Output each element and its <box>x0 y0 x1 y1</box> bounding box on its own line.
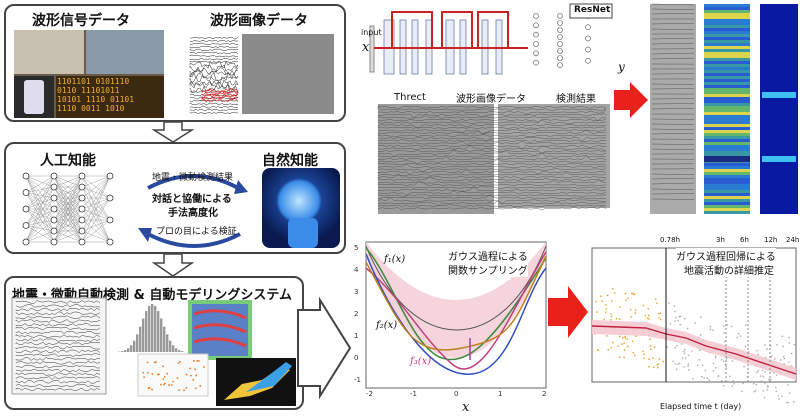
big-red-arrow-icon <box>548 286 588 338</box>
down-arrow-icon <box>151 121 195 143</box>
waveform-images <box>377 104 610 214</box>
svg-text:-1: -1 <box>410 390 417 398</box>
neural-network-diagram <box>22 172 114 246</box>
brain-head-image <box>262 168 340 248</box>
tick-label: 6h <box>740 236 749 244</box>
collaboration-text: 対話と協働による <box>152 194 232 205</box>
top-ticks: 0.78h 3h 6h 12h 24h <box>660 236 800 246</box>
svg-text:0: 0 <box>354 354 358 362</box>
spectrogram-panels <box>650 3 798 214</box>
resnet-diagram <box>369 3 613 75</box>
y-output-label: y <box>618 60 625 74</box>
down-arrow-icon <box>151 253 195 277</box>
svg-text:3: 3 <box>354 288 358 296</box>
data-panel: 波形信号データ 波形画像データ 1101101 0101110 0110 1110… <box>4 4 346 122</box>
gp-title-1: ガウス過程による <box>448 248 528 263</box>
svg-text:0: 0 <box>454 390 458 398</box>
x-axis-label: x <box>462 400 470 415</box>
tick-label: 24h <box>786 236 800 244</box>
image-label-b: 波形画像データ <box>456 94 526 105</box>
regression-title-1: ガウス過程回帰による <box>676 248 776 263</box>
tick-label: 12h <box>764 236 778 244</box>
right-arrow-icon <box>297 296 352 400</box>
x-input-label: x <box>362 40 370 55</box>
seismogram-image <box>182 32 336 118</box>
svg-text:-2: -2 <box>366 390 373 398</box>
expert-verification-text: プロの目による検証 <box>156 227 237 237</box>
f1-label: f₁(x) <box>384 254 406 265</box>
waveform-image-title: 波形画像データ <box>210 13 308 29</box>
binary-code-image: 1101101 0101110 0110 11101011 10101 1110 0… <box>56 76 164 118</box>
detection-figures <box>11 297 296 406</box>
svg-text:4: 4 <box>354 266 359 274</box>
tick-label: 0.78h <box>660 236 681 244</box>
svg-text:-1: -1 <box>354 376 361 384</box>
ai-title: 人工知能 <box>40 153 96 169</box>
svg-text:2: 2 <box>542 390 546 398</box>
detection-result-text: 地震・微動検測結果 <box>152 173 234 183</box>
regression-title-2: 地震活動の詳細推定 <box>684 262 774 277</box>
cycle-arrows-icon <box>138 174 248 248</box>
tick-label: 3h <box>716 236 725 244</box>
method-advance-text: 手法高度化 <box>168 208 218 219</box>
image-label-a: Threct <box>394 92 426 103</box>
input-label: input <box>361 28 382 37</box>
photo-collage: 1101101 0101110 0110 11101011 10101 1110 0… <box>14 30 164 118</box>
image-label-c: 検測結果 <box>556 94 596 105</box>
svg-text:1: 1 <box>498 390 502 398</box>
svg-text:5: 5 <box>354 244 358 252</box>
svg-text:2: 2 <box>354 310 358 318</box>
f3-label: f₃(x) <box>410 356 432 367</box>
red-right-arrow-icon <box>614 82 648 118</box>
f2-label: f₂(x) <box>376 320 398 331</box>
natural-intelligence-title: 自然知能 <box>262 153 318 169</box>
ai-panel: 人工知能 自然知能 地震・微動検測結果 対話と協働による 手法高度化 プロの目に… <box>4 142 346 254</box>
waveform-signal-title: 波形信号データ <box>32 13 130 29</box>
resnet-label: ResNet <box>574 5 611 15</box>
gp-title-2: 関数サンプリング <box>448 262 528 277</box>
regression-xlabel: Elapsed time t (day) <box>660 402 742 411</box>
svg-text:1: 1 <box>354 332 358 340</box>
